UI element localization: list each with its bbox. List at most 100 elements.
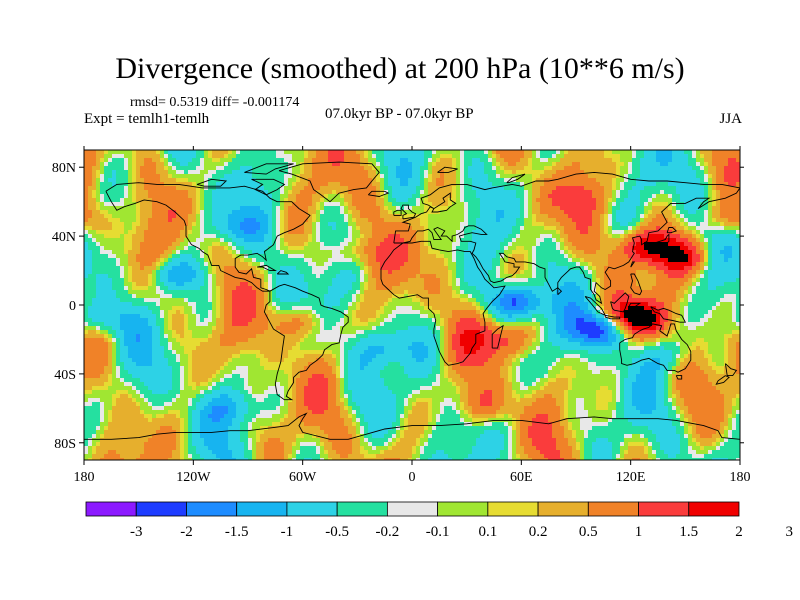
field-cell: [136, 210, 141, 215]
field-cell: [92, 170, 97, 175]
field-cell: [460, 158, 465, 163]
field-cell: [504, 442, 509, 447]
field-cell: [592, 370, 601, 375]
field-cell: [456, 330, 465, 335]
field-cell: [628, 306, 645, 311]
field-cell: [104, 406, 113, 411]
field-cell: [96, 286, 113, 291]
field-cell: [444, 262, 449, 267]
field-cell: [168, 274, 197, 279]
field-cell: [544, 170, 557, 175]
field-cell: [528, 258, 533, 263]
field-cell: [592, 450, 613, 455]
field-cell: [548, 334, 561, 339]
field-cell: [184, 318, 189, 323]
field-cell: [312, 322, 317, 327]
field-cell: [568, 414, 577, 419]
field-cell: [132, 386, 137, 391]
field-cell: [328, 222, 337, 227]
field-cell: [88, 206, 97, 211]
field-cell: [676, 190, 705, 195]
field-cell: [456, 322, 481, 327]
field-cell: [284, 234, 309, 239]
field-cell: [632, 246, 645, 251]
field-cell: [724, 294, 737, 299]
field-cell: [724, 350, 729, 355]
field-cell: [280, 418, 285, 423]
field-cell: [548, 374, 557, 379]
field-cell: [572, 162, 581, 167]
field-cell: [464, 214, 469, 219]
field-cell: [224, 286, 237, 291]
field-cell: [364, 426, 369, 431]
field-cell: [532, 318, 537, 323]
field-cell: [516, 238, 537, 243]
field-cell: [692, 438, 697, 443]
field-cell: [620, 454, 625, 459]
field-cell: [560, 234, 569, 239]
field-cell: [464, 170, 469, 175]
field-cell: [668, 314, 673, 319]
field-cell: [436, 342, 441, 347]
field-cell: [532, 202, 541, 207]
field-cell: [456, 326, 489, 331]
field-cell: [648, 458, 653, 460]
field-cell: [612, 194, 617, 199]
field-cell: [480, 210, 497, 215]
field-cell: [148, 318, 157, 323]
field-cell: [256, 266, 261, 271]
field-cell: [380, 190, 385, 195]
field-cell: [180, 386, 185, 391]
field-cell: [528, 254, 533, 259]
field-cell: [576, 374, 617, 379]
field-cell: [660, 322, 665, 327]
field-cell: [444, 406, 453, 411]
field-cell: [200, 262, 205, 267]
field-cell: [208, 254, 213, 259]
field-cell: [712, 162, 729, 167]
field-cell: [628, 242, 637, 247]
field-cell: [532, 218, 537, 223]
field-cell: [148, 274, 153, 279]
field-cell: [108, 342, 113, 347]
field-cell: [704, 254, 709, 259]
field-cell: [84, 218, 89, 223]
field-cell: [448, 378, 453, 383]
field-cell: [340, 366, 345, 371]
field-cell: [652, 430, 677, 435]
field-cell: [560, 406, 565, 411]
field-cell: [84, 402, 93, 407]
field-cell: [212, 190, 269, 195]
field-cell: [212, 306, 217, 311]
field-cell: [516, 438, 521, 443]
field-cell: [340, 374, 345, 379]
field-cell: [620, 154, 633, 159]
field-cell: [412, 174, 421, 179]
field-cell: [84, 454, 93, 459]
field-cell: [380, 170, 389, 175]
field-cell: [520, 366, 549, 371]
field-cell: [736, 234, 740, 239]
field-cell: [136, 170, 141, 175]
field-cell: [92, 442, 97, 447]
field-cell: [540, 150, 557, 155]
field-cell: [708, 246, 713, 251]
field-cell: [512, 454, 517, 459]
field-cell: [240, 206, 261, 211]
field-cell: [504, 306, 525, 311]
field-cell: [476, 302, 481, 307]
field-cell: [572, 366, 589, 371]
field-cell: [624, 326, 629, 331]
field-cell: [368, 362, 389, 367]
field-cell: [240, 226, 261, 231]
field-cell: [368, 218, 385, 223]
field-cell: [592, 314, 597, 319]
field-cell: [540, 334, 545, 339]
field-cell: [628, 190, 641, 195]
field-cell: [700, 442, 713, 447]
field-cell: [716, 194, 721, 199]
field-cell: [344, 366, 349, 371]
field-cell: [472, 230, 513, 235]
field-cell: [448, 326, 457, 331]
field-cell: [296, 382, 309, 387]
